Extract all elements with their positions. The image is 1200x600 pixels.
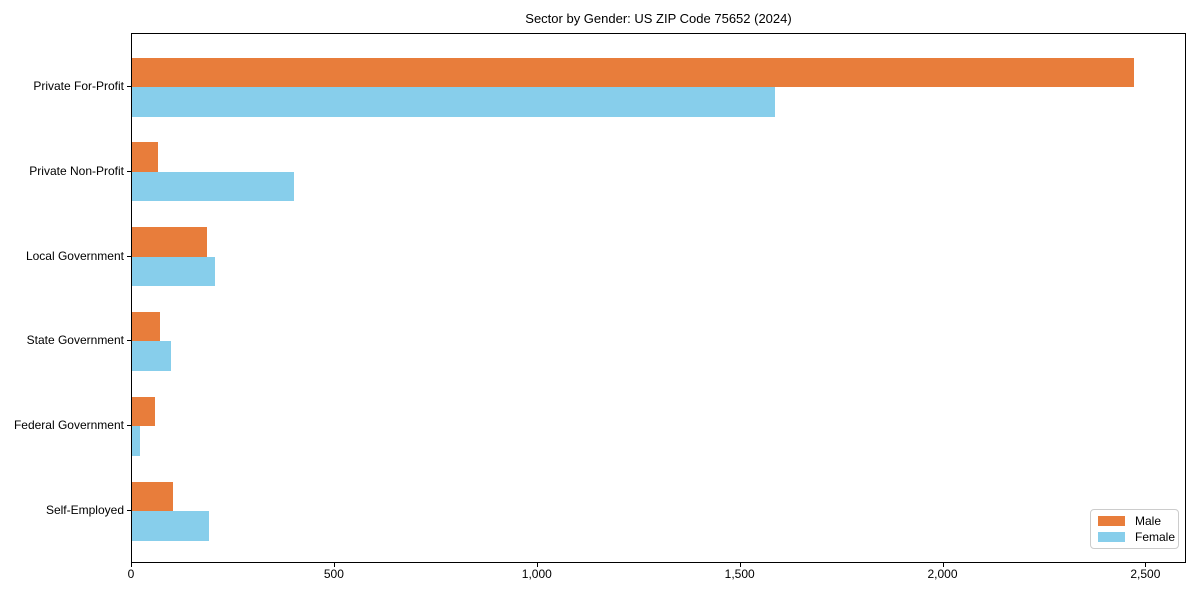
- x-tick-label-1-000: 1,000: [521, 567, 552, 581]
- legend-item-female: Female: [1098, 530, 1178, 543]
- x-tick-label-1-500: 1,500: [724, 567, 755, 581]
- y-tick-private-non-profit: [127, 170, 131, 172]
- x-tick-1-000: [536, 563, 538, 567]
- bar-male-local-government: [132, 227, 208, 257]
- chart-title: Sector by Gender: US ZIP Code 75652 (202…: [525, 11, 792, 26]
- y-tick-label-federal-government: Federal Government: [13, 418, 124, 433]
- y-tick-label-state-government: State Government: [26, 333, 124, 348]
- x-tick-2-000: [942, 563, 944, 567]
- plot-area: [131, 33, 1186, 563]
- bar-female-local-government: [132, 256, 216, 287]
- bar-male-private-non-profit: [132, 142, 159, 172]
- bar-female-state-government: [132, 341, 171, 371]
- x-tick-label-2-000: 2,000: [927, 567, 958, 581]
- x-tick-label-0: 0: [127, 567, 135, 581]
- bar-male-self-employed: [132, 481, 173, 511]
- x-tick-1-500: [739, 563, 741, 567]
- x-tick-500: [333, 563, 335, 567]
- bar-female-self-employed: [132, 511, 210, 541]
- y-tick-label-private-for-profit: Private For-Profit: [33, 79, 124, 93]
- y-tick-federal-government: [127, 425, 131, 427]
- bar-male-private-for-profit: [132, 57, 1135, 87]
- y-tick-state-government: [127, 340, 131, 342]
- y-tick-label-local-government: Local Government: [25, 248, 124, 263]
- y-tick-local-government: [127, 255, 131, 257]
- legend-swatch-male: [1098, 516, 1125, 527]
- y-tick-label-private-non-profit: Private Non-Profit: [29, 163, 124, 178]
- bar-female-federal-government: [132, 426, 140, 456]
- legend-label-female: Female: [1135, 529, 1176, 544]
- legend-label-male: Male: [1135, 514, 1162, 529]
- bar-male-state-government: [132, 311, 161, 342]
- y-tick-self-employed: [127, 510, 131, 511]
- y-tick-label-self-employed: Self-Employed: [45, 503, 124, 517]
- x-tick-label-500: 500: [323, 567, 344, 581]
- legend: Male Female: [1090, 509, 1179, 549]
- x-tick-2-500: [1145, 563, 1147, 567]
- bar-female-private-for-profit: [132, 87, 776, 117]
- legend-swatch-female: [1098, 531, 1125, 542]
- bar-male-federal-government: [132, 396, 156, 427]
- bar-female-private-non-profit: [132, 171, 295, 202]
- legend-item-male: Male: [1098, 515, 1178, 528]
- x-tick-0: [131, 563, 132, 567]
- x-tick-label-2-500: 2,500: [1130, 567, 1161, 581]
- y-tick-private-for-profit: [127, 86, 131, 87]
